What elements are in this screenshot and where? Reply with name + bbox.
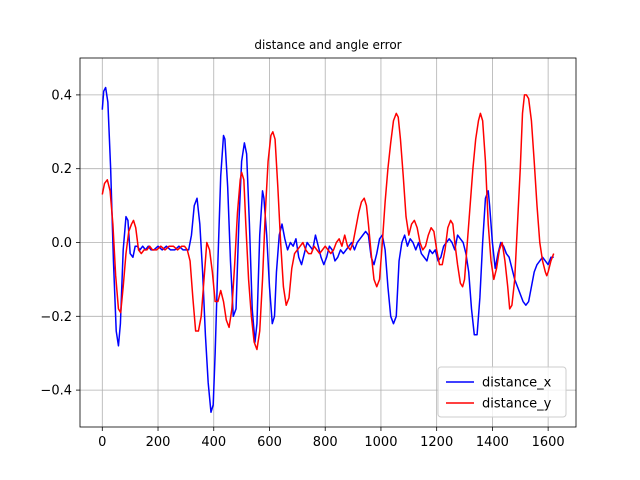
series-line-distance-y <box>101 94 555 351</box>
legend: distance_x distance_y <box>437 366 567 418</box>
x-tick-label: 600 <box>257 435 282 450</box>
chart-title: distance and angle error <box>254 38 401 52</box>
x-tick-label: 1200 <box>420 435 453 450</box>
x-tick-label: 400 <box>201 435 226 450</box>
legend-label: distance_y <box>482 397 552 412</box>
x-tick-label: 1400 <box>476 435 509 450</box>
x-tick-label: 1000 <box>364 435 397 450</box>
y-tick-label: −0.2 <box>40 310 72 325</box>
series-layer <box>101 86 555 413</box>
x-tick-label: 1600 <box>532 435 565 450</box>
x-tick-label: 0 <box>98 435 106 450</box>
y-tick-label: 0.2 <box>51 162 72 177</box>
y-tick-label: −0.4 <box>40 384 72 399</box>
axes: 0 200 400 600 800 1000 1200 1400 1600 −0.4 −0.2 0.0… <box>40 57 577 450</box>
x-tick-label: 800 <box>313 435 338 450</box>
plot-area <box>101 86 555 413</box>
axes-frame <box>79 57 577 428</box>
legend-box <box>437 366 567 418</box>
legend-label: distance_x <box>482 376 552 391</box>
y-tick-label: 0.0 <box>51 236 72 251</box>
x-tick-label: 200 <box>146 435 171 450</box>
y-tick-label: 0.4 <box>51 88 72 103</box>
